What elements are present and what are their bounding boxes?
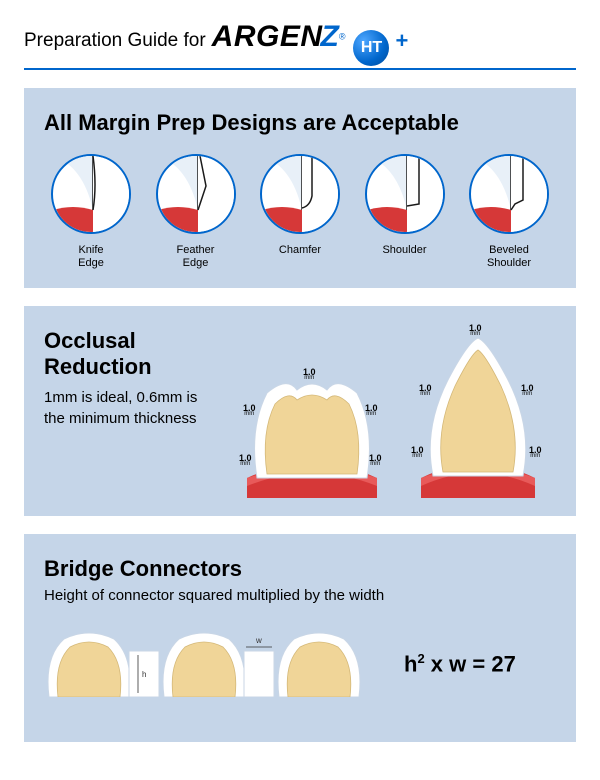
margin-item-shoulder: Shoulder — [358, 154, 452, 270]
bridge-panel: Bridge Connectors Height of connector sq… — [24, 534, 576, 741]
bridge-title: Bridge Connectors — [44, 556, 556, 582]
occlusal-title: Occlusal Reduction — [44, 328, 214, 380]
bridge-formula: h2 x w = 27 — [404, 651, 516, 677]
bridge-subtitle: Height of connector squared multiplied b… — [44, 586, 556, 606]
margin-label: KnifeEdge — [78, 244, 104, 270]
anterior-diagram: 1.0mm 1.0mm 1.0mm 1.0mm 1.0mm — [413, 328, 543, 498]
feather-edge-icon — [156, 154, 236, 234]
header-divider — [24, 68, 576, 70]
margin-label: Shoulder — [382, 244, 426, 257]
occlusal-subtitle: 1mm is ideal, 0.6mm is the minimum thick… — [44, 388, 214, 429]
margin-designs-row: KnifeEdge FeatherEdge — [44, 154, 556, 270]
margin-panel-title: All Margin Prep Designs are Acceptable — [44, 110, 556, 136]
margin-prep-panel: All Margin Prep Designs are Acceptable K… — [24, 88, 576, 288]
margin-label: BeveledShoulder — [487, 244, 531, 270]
header-prep-text: Preparation Guide for — [24, 30, 206, 52]
brand-z: Z — [321, 20, 339, 53]
chamfer-icon — [260, 154, 340, 234]
ht-badge-icon: HT — [353, 30, 389, 66]
occlusal-panel: Occlusal Reduction 1mm is ideal, 0.6mm i… — [24, 306, 576, 516]
margin-label: Chamfer — [279, 244, 321, 257]
registered-icon: ® — [339, 32, 346, 42]
molar-diagram: 1.0mm 1.0mm 1.0mm 1.0mm 1.0mm — [237, 348, 387, 498]
svg-text:w: w — [255, 636, 262, 645]
svg-text:h: h — [142, 670, 146, 679]
ht-plus-icon: + — [395, 28, 408, 54]
bridge-diagram: h w — [44, 627, 384, 702]
margin-item-chamfer: Chamfer — [253, 154, 347, 270]
margin-label: FeatherEdge — [177, 244, 215, 270]
beveled-shoulder-icon — [469, 154, 549, 234]
margin-item-feather: FeatherEdge — [149, 154, 243, 270]
page-header: Preparation Guide for ARGENZ® HT + — [24, 20, 576, 60]
knife-edge-icon — [51, 154, 131, 234]
shoulder-icon — [365, 154, 445, 234]
margin-item-knife: KnifeEdge — [44, 154, 138, 270]
brand-argen: ARGEN — [212, 20, 323, 53]
margin-item-beveled: BeveledShoulder — [462, 154, 556, 270]
